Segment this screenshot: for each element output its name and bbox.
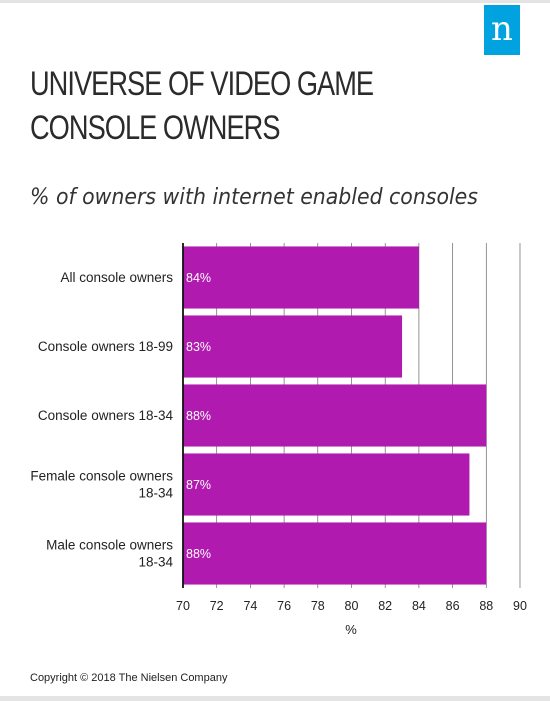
bar-value-label: 83% (186, 340, 211, 354)
bar (183, 246, 419, 309)
copyright-text: Copyright © 2018 The Nielsen Company (30, 672, 228, 684)
x-tick-label: 76 (277, 599, 291, 613)
category-label: Male console owners 18-34 (46, 538, 173, 570)
x-tick-labels: 70 72 74 76 78 80 82 84 86 88 90 (176, 599, 527, 613)
category-label: Female console owners 18-34 (30, 469, 173, 501)
x-tick-label: 72 (210, 599, 224, 613)
bar (183, 453, 470, 516)
bar-value-label: 88% (186, 547, 211, 561)
category-label: Console owners 18-99 (38, 339, 173, 354)
x-tick-label: 88 (479, 599, 493, 613)
category-label: Console owners 18-34 (38, 408, 174, 423)
logo-letter: n (491, 9, 513, 49)
x-tick-label: 84 (412, 599, 426, 613)
bars: 84% 83% 88% 87% 88% (182, 243, 487, 588)
bar-value-label: 88% (186, 409, 211, 423)
x-tick-label: 80 (345, 599, 359, 613)
x-tick-label: 86 (446, 599, 460, 613)
bar (183, 522, 487, 585)
category-labels: All console owners Console owners 18-99 Co… (30, 270, 173, 570)
bar (183, 315, 403, 378)
chart-subtitle: % of owners with internet enabled consol… (30, 185, 478, 210)
x-tick-label: 82 (378, 599, 392, 613)
bar-value-label: 87% (186, 478, 211, 492)
bar (183, 384, 487, 447)
x-axis-label: % (345, 622, 357, 637)
x-tick-label: 70 (176, 599, 190, 613)
category-label: All console owners (60, 270, 173, 285)
nielsen-logo: n (484, 5, 520, 55)
x-tick-label: 74 (243, 599, 257, 613)
bar-value-label: 84% (186, 271, 211, 285)
x-tick-label: 78 (311, 599, 325, 613)
x-tick-label: 90 (513, 599, 527, 613)
chart-title: UNIVERSE OF VIDEO GAME CONSOLE OWNERS (30, 65, 374, 147)
